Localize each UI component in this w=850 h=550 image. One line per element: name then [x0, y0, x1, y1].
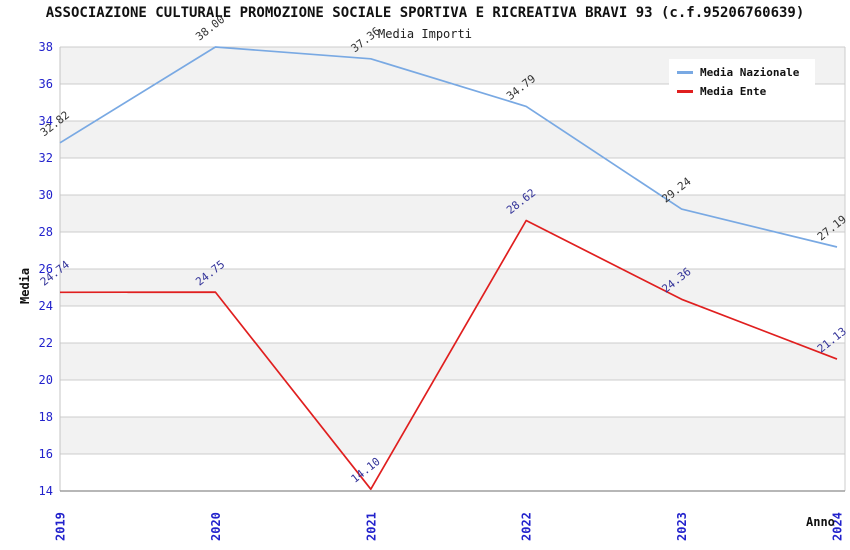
y-tick-label: 16	[39, 447, 53, 461]
plot-band	[60, 195, 845, 232]
y-tick-label: 18	[39, 410, 53, 424]
legend-label-media-ente: Media Ente	[700, 85, 767, 98]
legend-swatch-media-nazionale	[677, 71, 693, 74]
x-axis-title: Anno	[806, 515, 835, 529]
x-tick-label: 2024	[831, 512, 845, 541]
plot-band	[60, 121, 845, 158]
x-tick-label: 2021	[364, 512, 378, 541]
legend: Media Nazionale Media Ente	[669, 59, 815, 106]
legend-item-media-ente: Media Ente	[677, 82, 815, 101]
y-tick-label: 28	[39, 225, 53, 239]
chart-subtitle: Media Importi	[378, 27, 472, 41]
legend-label-media-nazionale: Media Nazionale	[700, 66, 800, 79]
y-tick-label: 38	[39, 40, 53, 54]
y-axis-title: Media	[18, 267, 32, 304]
plot-band	[60, 417, 845, 454]
y-tick-label: 14	[39, 484, 53, 498]
data-label: 14.10	[349, 455, 383, 486]
x-tick-label: 2020	[209, 512, 223, 541]
series-line-media-ente	[59, 219, 838, 491]
chart-title: ASSOCIAZIONE CULTURALE PROMOZIONE SOCIAL…	[45, 5, 805, 21]
x-tick-label: 2022	[520, 512, 534, 541]
y-tick-label: 36	[39, 77, 53, 91]
series-line-media-nazionale	[59, 46, 838, 248]
y-tick-label: 34	[39, 114, 53, 128]
data-label: 38.00	[193, 13, 227, 44]
y-tick-label: 22	[39, 336, 53, 350]
y-tick-label: 24	[39, 299, 53, 313]
legend-item-media-nazionale: Media Nazionale	[677, 63, 815, 82]
y-tick-label: 26	[39, 262, 53, 276]
y-tick-label: 30	[39, 188, 53, 202]
legend-swatch-media-ente	[677, 90, 693, 93]
y-tick-label: 32	[39, 151, 53, 165]
x-tick-label: 2023	[675, 512, 689, 541]
plot-band	[60, 269, 845, 306]
x-tick-label: 2019	[54, 512, 68, 541]
y-tick-label: 20	[39, 373, 53, 387]
